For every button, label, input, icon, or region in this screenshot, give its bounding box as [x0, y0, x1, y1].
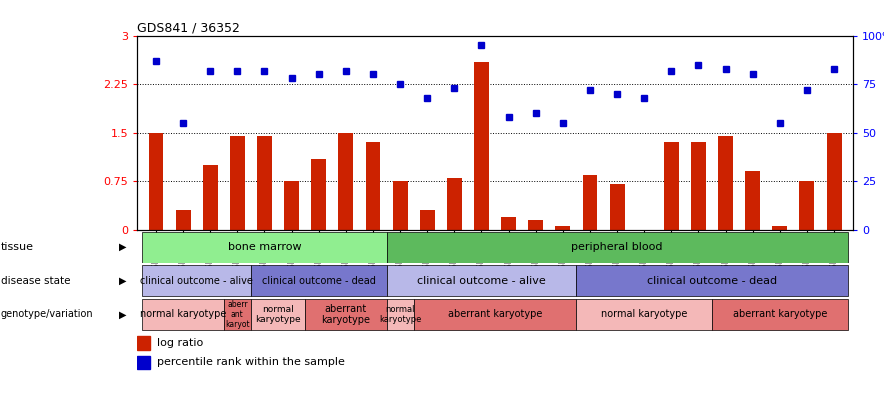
Bar: [142, 299, 224, 330]
Bar: [137, 356, 150, 369]
Bar: [176, 210, 191, 230]
Bar: [799, 181, 814, 230]
Bar: [224, 299, 251, 330]
Text: normal
karyotype: normal karyotype: [379, 305, 422, 324]
Text: ▶: ▶: [119, 276, 126, 286]
Bar: [718, 136, 733, 230]
Bar: [576, 265, 848, 296]
Bar: [257, 136, 272, 230]
Bar: [414, 299, 576, 330]
Text: normal karyotype: normal karyotype: [601, 309, 688, 320]
Bar: [447, 178, 461, 230]
Bar: [610, 185, 625, 230]
Bar: [555, 227, 570, 230]
Bar: [230, 136, 245, 230]
Bar: [251, 299, 305, 330]
Text: peripheral blood: peripheral blood: [571, 242, 663, 252]
Bar: [284, 181, 299, 230]
Bar: [474, 61, 489, 230]
Text: clinical outcome - alive: clinical outcome - alive: [417, 276, 545, 286]
Text: aberrant karyotype: aberrant karyotype: [733, 309, 827, 320]
Bar: [576, 299, 712, 330]
Text: ▶: ▶: [119, 242, 126, 252]
Text: ▶: ▶: [119, 309, 126, 320]
Text: aberr
ant
karyot: aberr ant karyot: [225, 299, 249, 329]
Bar: [691, 142, 706, 230]
Bar: [712, 299, 848, 330]
Text: percentile rank within the sample: percentile rank within the sample: [157, 357, 345, 367]
Bar: [392, 181, 408, 230]
Bar: [202, 165, 217, 230]
Text: clinical outcome - alive: clinical outcome - alive: [141, 276, 253, 286]
Text: aberrant
karyotype: aberrant karyotype: [322, 304, 370, 325]
Bar: [365, 142, 380, 230]
Bar: [529, 220, 543, 230]
Bar: [583, 175, 598, 230]
Text: genotype/variation: genotype/variation: [1, 309, 94, 320]
Text: tissue: tissue: [1, 242, 34, 252]
Text: GDS841 / 36352: GDS841 / 36352: [137, 21, 240, 34]
Bar: [745, 171, 760, 230]
Bar: [251, 265, 386, 296]
Bar: [142, 265, 251, 296]
Text: clinical outcome - dead: clinical outcome - dead: [647, 276, 777, 286]
Bar: [386, 265, 576, 296]
Bar: [339, 133, 354, 230]
Bar: [149, 133, 164, 230]
Bar: [305, 299, 386, 330]
Bar: [501, 217, 516, 230]
Bar: [664, 142, 679, 230]
Bar: [386, 299, 414, 330]
Text: log ratio: log ratio: [157, 337, 203, 348]
Text: clinical outcome - dead: clinical outcome - dead: [262, 276, 376, 286]
Bar: [386, 232, 848, 263]
Text: aberrant karyotype: aberrant karyotype: [448, 309, 542, 320]
Bar: [142, 232, 386, 263]
Bar: [420, 210, 435, 230]
Bar: [311, 158, 326, 230]
Bar: [137, 336, 150, 350]
Bar: [827, 133, 842, 230]
Bar: [773, 227, 788, 230]
Text: normal
karyotype: normal karyotype: [255, 305, 301, 324]
Text: bone marrow: bone marrow: [228, 242, 301, 252]
Text: disease state: disease state: [1, 276, 71, 286]
Text: normal karyotype: normal karyotype: [140, 309, 226, 320]
